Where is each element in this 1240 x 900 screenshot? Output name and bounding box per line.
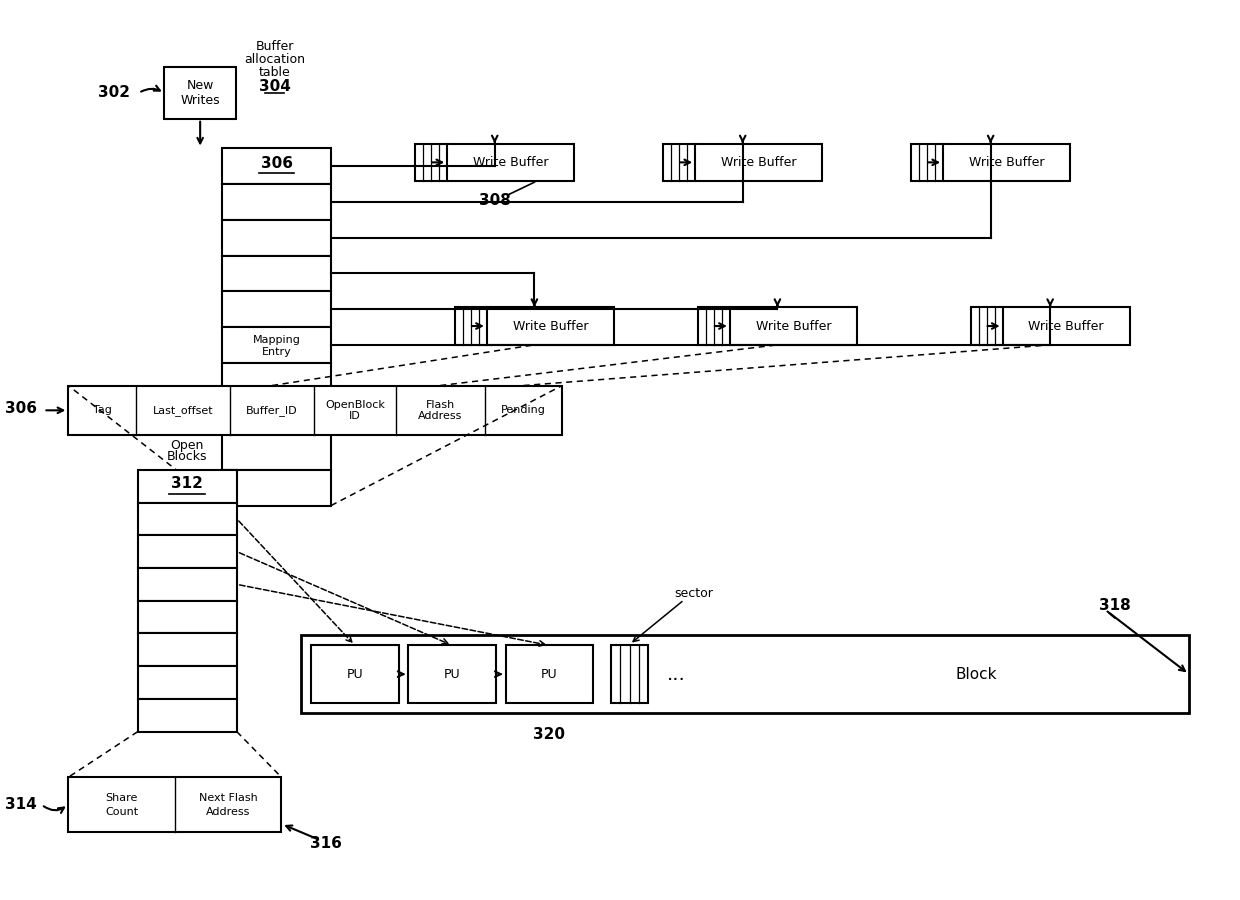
Text: OpenBlock
ID: OpenBlock ID — [325, 400, 384, 421]
Bar — [222, 148, 331, 184]
Text: 312: 312 — [171, 476, 203, 491]
Text: Write Buffer: Write Buffer — [472, 156, 548, 169]
Bar — [138, 634, 237, 666]
Bar — [611, 645, 649, 703]
Bar — [222, 470, 331, 506]
Text: Mapping: Mapping — [253, 335, 300, 345]
Bar — [222, 292, 331, 327]
Text: Pending: Pending — [501, 405, 546, 415]
Bar — [311, 645, 398, 703]
Bar — [663, 143, 822, 181]
Text: 314: 314 — [5, 797, 36, 812]
Bar — [698, 307, 857, 345]
Text: Entry: Entry — [262, 346, 291, 356]
Text: PU: PU — [346, 668, 363, 680]
Text: 304: 304 — [259, 79, 290, 94]
Bar — [138, 536, 237, 568]
Text: Open: Open — [171, 438, 203, 452]
Text: Write Buffer: Write Buffer — [755, 320, 831, 332]
Bar — [165, 68, 236, 119]
Text: 318: 318 — [1099, 598, 1131, 613]
Bar — [68, 385, 562, 435]
Bar — [138, 601, 237, 634]
Text: PU: PU — [444, 668, 460, 680]
Text: Tag: Tag — [93, 405, 112, 415]
Bar — [222, 434, 331, 470]
Text: Share: Share — [105, 793, 138, 803]
Text: allocation: allocation — [244, 53, 305, 66]
Bar — [138, 502, 237, 536]
Text: 306: 306 — [5, 400, 36, 416]
Text: Address: Address — [206, 806, 250, 816]
Bar — [138, 470, 237, 502]
Text: Write Buffer: Write Buffer — [1028, 320, 1104, 332]
Text: Write Buffer: Write Buffer — [512, 320, 588, 332]
Text: Writes: Writes — [180, 94, 219, 107]
Text: Block: Block — [955, 667, 997, 681]
Text: 306: 306 — [260, 156, 293, 171]
Bar — [222, 256, 331, 292]
Text: ...: ... — [667, 665, 686, 684]
Text: 308: 308 — [479, 193, 511, 208]
Bar — [506, 645, 593, 703]
Text: 316: 316 — [310, 836, 342, 851]
Bar — [415, 143, 574, 181]
Text: PU: PU — [541, 668, 558, 680]
Bar — [911, 143, 1070, 181]
Text: sector: sector — [675, 588, 713, 600]
Bar — [455, 307, 614, 345]
Bar — [222, 327, 331, 363]
Bar — [222, 363, 331, 399]
Text: Last_offset: Last_offset — [153, 405, 213, 416]
Bar — [68, 778, 281, 832]
Bar — [408, 645, 496, 703]
Text: 320: 320 — [533, 727, 565, 742]
Text: Flash
Address: Flash Address — [418, 400, 463, 421]
Text: Buffer_ID: Buffer_ID — [247, 405, 298, 416]
Text: Write Buffer: Write Buffer — [720, 156, 796, 169]
Text: Write Buffer: Write Buffer — [968, 156, 1044, 169]
Bar — [222, 220, 331, 256]
Bar — [301, 635, 1189, 713]
Bar — [222, 184, 331, 220]
Text: table: table — [259, 66, 290, 78]
Text: Count: Count — [105, 806, 138, 816]
Text: Next Flash: Next Flash — [198, 793, 258, 803]
Text: New: New — [186, 78, 213, 92]
Text: Buffer: Buffer — [255, 40, 294, 53]
Bar — [138, 699, 237, 732]
Text: Blocks: Blocks — [167, 450, 207, 464]
Bar — [138, 568, 237, 601]
Text: 302: 302 — [98, 86, 130, 101]
Bar — [222, 399, 331, 434]
Bar — [971, 307, 1130, 345]
Bar — [138, 666, 237, 699]
